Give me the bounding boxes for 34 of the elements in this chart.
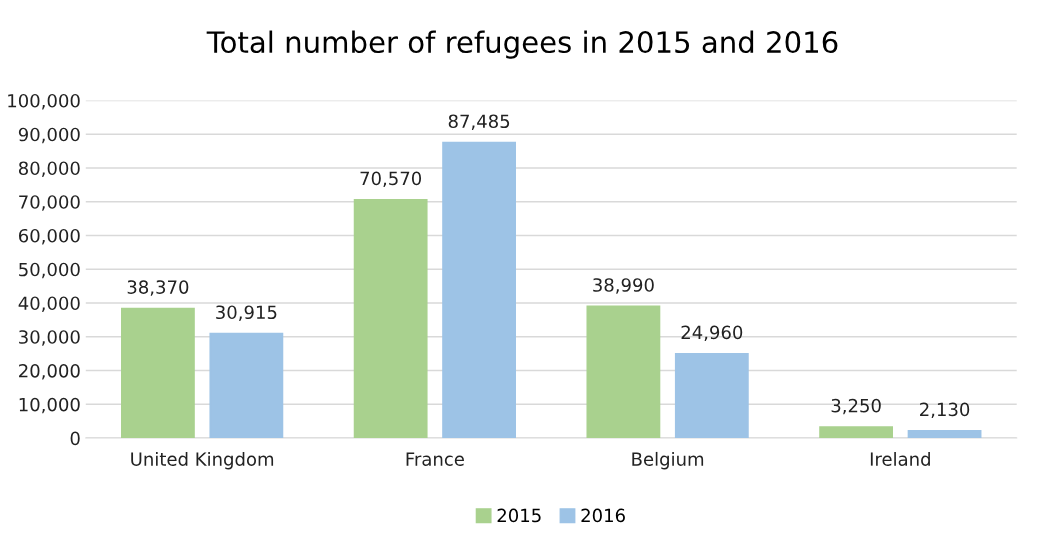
y-tick-label: 90,000	[18, 127, 80, 144]
y-tick-label: 20,000	[19, 363, 80, 380]
legend-label: 2015	[497, 508, 541, 523]
data-label: 3,250	[831, 398, 881, 415]
bar	[353, 198, 428, 439]
bar	[121, 307, 195, 439]
data-label: 24,960	[681, 325, 743, 341]
bar	[819, 426, 894, 439]
chart-title: Total number of refugees in 2015 and 2016	[206, 30, 838, 59]
bar	[674, 352, 749, 439]
y-tick-label: 10,000	[19, 397, 80, 414]
y-tick-label: 0	[70, 431, 80, 446]
data-label: 38,990	[593, 278, 654, 294]
legend-label: 2016	[581, 508, 625, 523]
x-tick-label: Belgium	[632, 451, 704, 470]
data-label: 87,485	[448, 114, 510, 130]
data-label: 38,370	[127, 280, 189, 296]
bar	[586, 305, 661, 439]
y-tick-label: 50,000	[19, 262, 80, 279]
y-tick-label: 80,000	[18, 161, 80, 177]
data-label: 2,130	[920, 402, 970, 419]
x-tick-label: Ireland	[870, 451, 930, 466]
bar	[442, 141, 517, 439]
data-label: 30,915	[216, 305, 277, 321]
x-tick-label: United Kingdom	[131, 451, 274, 470]
y-tick-label: 60,000	[18, 228, 80, 245]
y-tick-label: 40,000	[18, 296, 80, 312]
y-tick-label: 30,000	[19, 330, 80, 346]
bar	[209, 332, 284, 439]
y-tick-label: 70,000	[19, 195, 80, 211]
x-tick-label: France	[406, 452, 464, 466]
bar	[907, 430, 982, 439]
data-label: 70,570	[360, 171, 422, 188]
y-tick-label: 100,000	[8, 93, 80, 110]
